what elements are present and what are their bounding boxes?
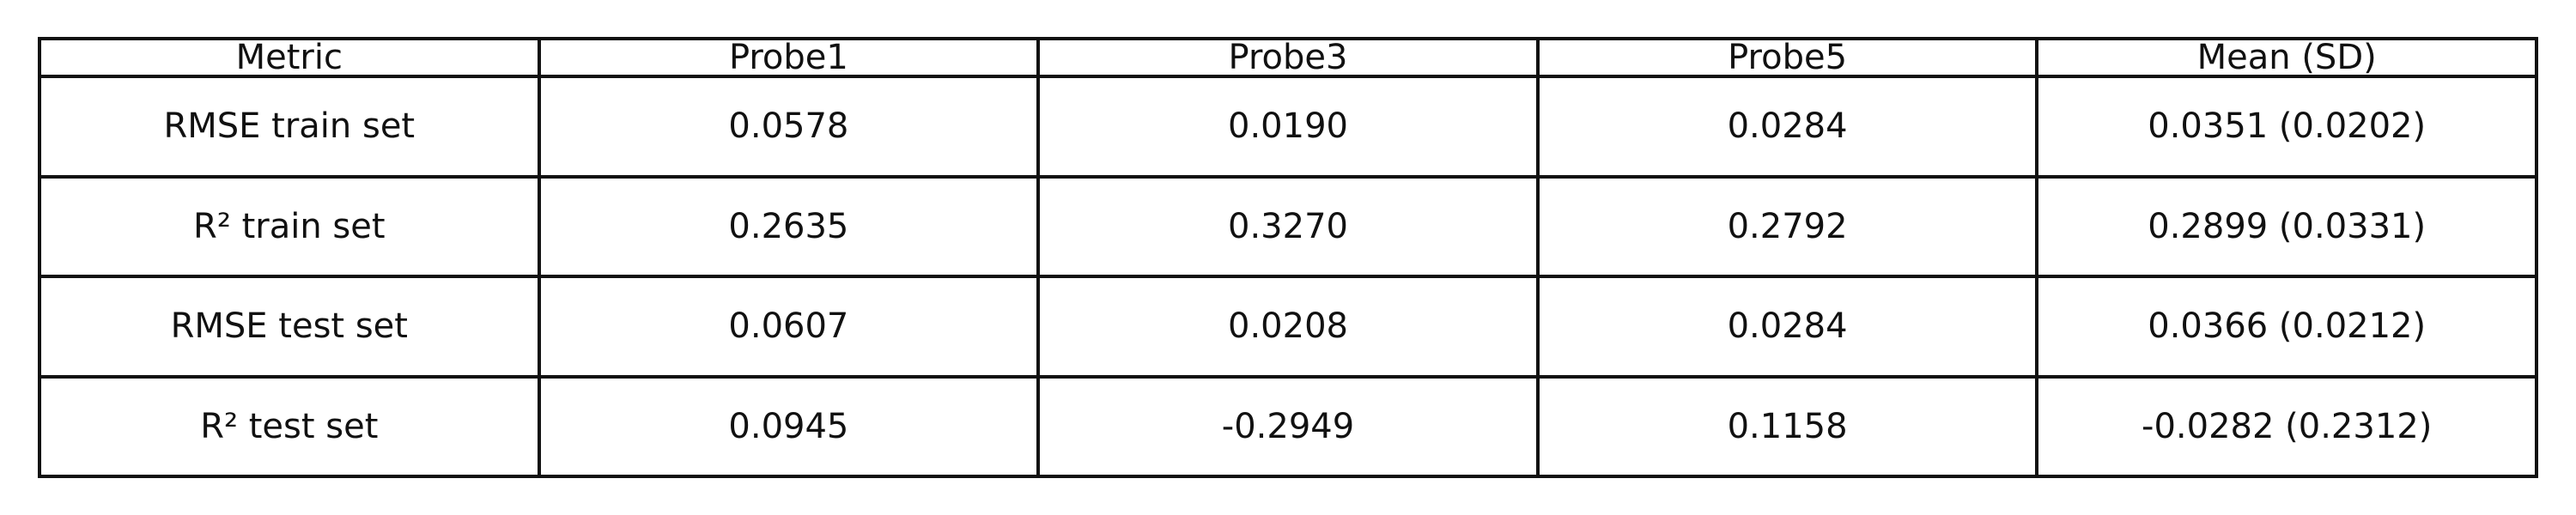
table-row: RMSE train set 0.0578 0.0190 0.0284 0.03… [38,75,2538,179]
table-header-row: Metric Probe1 Probe3 Probe5 Mean (SD) [38,37,2538,78]
table-row: RMSE test set 0.0607 0.0208 0.0284 0.036… [38,275,2538,379]
header-cell-probe5: Probe5 [1535,37,2039,78]
table-cell: 0.2899 (0.0331) [2035,174,2538,278]
table-cell: RMSE test set [38,275,541,379]
table-cell: 0.0366 (0.0212) [2035,275,2538,379]
header-cell-metric: Metric [38,37,541,78]
table-cell: -0.0282 (0.2312) [2035,374,2538,478]
table-cell: -0.2949 [1036,374,1540,478]
table-cell: R² test set [38,374,541,478]
table-cell: 0.0945 [537,374,1041,478]
header-cell-mean-sd: Mean (SD) [2035,37,2538,78]
table-cell: 0.0284 [1535,275,2039,379]
table-cell: 0.2792 [1535,174,2039,278]
table-row: R² test set 0.0945 -0.2949 0.1158 -0.028… [38,374,2538,478]
table-cell: RMSE train set [38,75,541,179]
table-cell: 0.2635 [537,174,1041,278]
table-cell: 0.0284 [1535,75,2039,179]
table-cell: 0.0607 [537,275,1041,379]
header-cell-probe3: Probe3 [1036,37,1540,78]
results-table-container: Metric Probe1 Probe3 Probe5 Mean (SD) RM… [38,37,2538,478]
table-cell: 0.0208 [1036,275,1540,379]
table-cell: 0.3270 [1036,174,1540,278]
table-cell: 0.0578 [537,75,1041,179]
table-cell: 0.1158 [1535,374,2039,478]
table-row: R² train set 0.2635 0.3270 0.2792 0.2899… [38,174,2538,278]
table-cell: 0.0190 [1036,75,1540,179]
table-cell: R² train set [38,174,541,278]
metrics-table: Metric Probe1 Probe3 Probe5 Mean (SD) RM… [38,37,2538,478]
header-cell-probe1: Probe1 [537,37,1041,78]
table-cell: 0.0351 (0.0202) [2035,75,2538,179]
